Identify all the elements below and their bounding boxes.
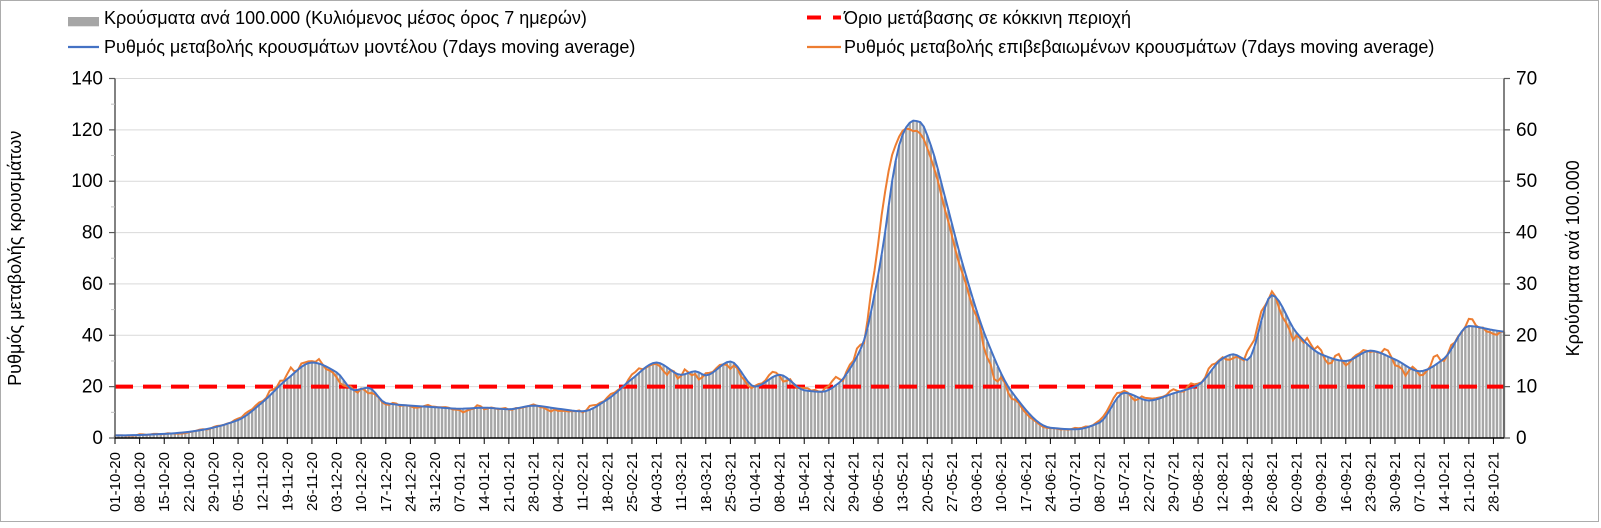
svg-text:07-10-21: 07-10-21	[1412, 452, 1429, 512]
svg-text:15-07-21: 15-07-21	[1116, 452, 1133, 512]
svg-text:17-12-20: 17-12-20	[378, 452, 395, 512]
svg-text:Ρυθμός μεταβολής επιβεβαιωμένω: Ρυθμός μεταβολής επιβεβαιωμένων κρουσμάτ…	[844, 37, 1434, 57]
svg-text:19-08-21: 19-08-21	[1239, 452, 1256, 512]
svg-text:Κρούσματα ανά 100.000 (Κυλιόμε: Κρούσματα ανά 100.000 (Κυλιόμενος μέσος …	[104, 8, 587, 28]
svg-text:Όριο μετάβασης σε κόκκινη περι: Όριο μετάβασης σε κόκκινη περιοχή	[843, 8, 1131, 28]
svg-text:20: 20	[1516, 325, 1537, 346]
svg-text:02-09-21: 02-09-21	[1289, 452, 1306, 512]
svg-text:08-10-20: 08-10-20	[132, 452, 149, 512]
svg-text:100: 100	[71, 171, 103, 192]
svg-text:50: 50	[1516, 171, 1537, 192]
svg-text:30-09-21: 30-09-21	[1387, 452, 1404, 512]
svg-text:04-02-21: 04-02-21	[550, 452, 567, 512]
svg-text:28-10-21: 28-10-21	[1485, 452, 1502, 512]
svg-text:Κρούσματα ανά 100.000: Κρούσματα ανά 100.000	[1563, 160, 1583, 356]
svg-text:0: 0	[92, 428, 103, 449]
svg-text:Ρυθμός μεταβολής κρουσμάτων μο: Ρυθμός μεταβολής κρουσμάτων μοντέλου (7d…	[104, 37, 635, 57]
svg-text:60: 60	[1516, 120, 1537, 141]
svg-text:28-01-21: 28-01-21	[525, 452, 542, 512]
svg-text:22-07-21: 22-07-21	[1141, 452, 1158, 512]
svg-text:10-06-21: 10-06-21	[993, 452, 1010, 512]
svg-text:01-04-21: 01-04-21	[747, 452, 764, 512]
svg-text:05-11-20: 05-11-20	[230, 452, 247, 511]
svg-text:09-09-21: 09-09-21	[1313, 452, 1330, 512]
svg-text:25-03-21: 25-03-21	[722, 452, 739, 512]
svg-text:Ρυθμός μεταβολής κρουσμάτων: Ρυθμός μεταβολής κρουσμάτων	[5, 131, 25, 386]
svg-text:12-11-20: 12-11-20	[255, 452, 272, 511]
svg-text:27-05-21: 27-05-21	[944, 452, 961, 512]
svg-text:11-02-21: 11-02-21	[575, 452, 592, 511]
svg-text:20: 20	[82, 377, 103, 398]
svg-text:07-01-21: 07-01-21	[452, 452, 469, 512]
svg-text:0: 0	[1516, 428, 1527, 449]
svg-text:10-12-20: 10-12-20	[353, 452, 370, 512]
svg-text:29-07-21: 29-07-21	[1165, 452, 1182, 512]
svg-text:03-12-20: 03-12-20	[329, 452, 346, 512]
svg-text:19-11-20: 19-11-20	[279, 452, 296, 511]
svg-text:01-10-20: 01-10-20	[107, 452, 124, 512]
svg-text:20-05-21: 20-05-21	[919, 452, 936, 512]
svg-text:08-04-21: 08-04-21	[772, 452, 789, 512]
svg-text:26-08-21: 26-08-21	[1264, 452, 1281, 512]
svg-text:30: 30	[1516, 274, 1537, 295]
svg-text:03-06-21: 03-06-21	[969, 452, 986, 512]
svg-text:70: 70	[1516, 69, 1537, 90]
svg-text:14-10-21: 14-10-21	[1436, 452, 1453, 512]
svg-text:21-01-21: 21-01-21	[501, 452, 518, 512]
svg-text:24-12-20: 24-12-20	[402, 452, 419, 512]
svg-text:15-04-21: 15-04-21	[796, 452, 813, 512]
svg-text:26-11-20: 26-11-20	[304, 452, 321, 511]
svg-text:24-06-21: 24-06-21	[1042, 452, 1059, 512]
svg-text:29-10-20: 29-10-20	[205, 452, 222, 512]
svg-text:140: 140	[71, 69, 103, 90]
svg-text:60: 60	[82, 274, 103, 295]
svg-text:25-02-21: 25-02-21	[624, 452, 641, 512]
svg-text:06-05-21: 06-05-21	[870, 452, 887, 512]
svg-text:23-09-21: 23-09-21	[1362, 452, 1379, 512]
svg-text:16-09-21: 16-09-21	[1338, 452, 1355, 512]
svg-text:14-01-21: 14-01-21	[476, 452, 493, 512]
svg-text:10: 10	[1516, 377, 1537, 398]
svg-text:18-02-21: 18-02-21	[599, 452, 616, 512]
svg-text:17-06-21: 17-06-21	[1018, 452, 1035, 512]
svg-text:31-12-20: 31-12-20	[427, 452, 444, 512]
svg-text:21-10-21: 21-10-21	[1461, 452, 1478, 512]
svg-text:40: 40	[1516, 223, 1537, 244]
svg-text:120: 120	[71, 120, 103, 141]
svg-text:18-03-21: 18-03-21	[698, 452, 715, 512]
svg-text:13-05-21: 13-05-21	[895, 452, 912, 512]
svg-text:40: 40	[82, 325, 103, 346]
svg-text:22-10-20: 22-10-20	[181, 452, 198, 512]
svg-text:80: 80	[82, 223, 103, 244]
svg-text:08-07-21: 08-07-21	[1092, 452, 1109, 512]
svg-text:05-08-21: 05-08-21	[1190, 452, 1207, 512]
svg-text:11-03-21: 11-03-21	[673, 452, 690, 511]
svg-text:12-08-21: 12-08-21	[1215, 452, 1232, 512]
svg-text:04-03-21: 04-03-21	[649, 452, 666, 512]
svg-text:22-04-21: 22-04-21	[821, 452, 838, 512]
svg-text:01-07-21: 01-07-21	[1067, 452, 1084, 512]
svg-text:15-10-20: 15-10-20	[156, 452, 173, 512]
svg-text:29-04-21: 29-04-21	[845, 452, 862, 512]
